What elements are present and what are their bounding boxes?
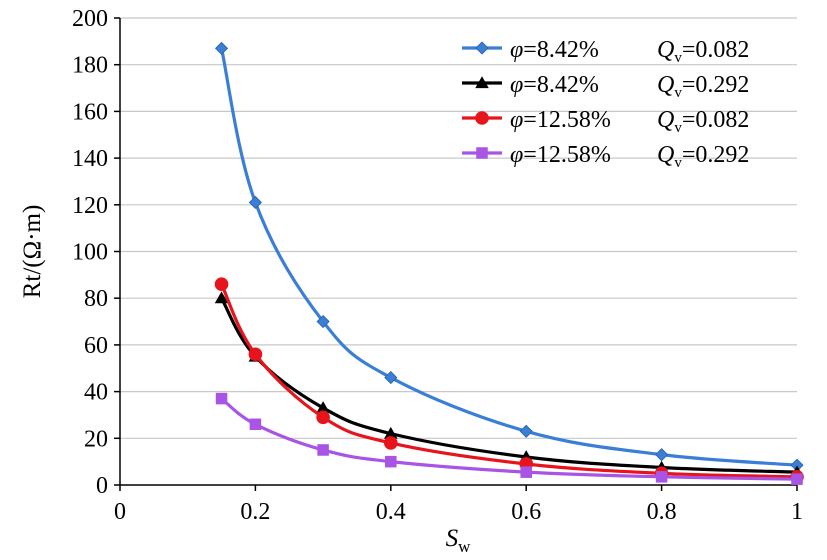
legend-marker xyxy=(475,41,489,55)
data-point-circle xyxy=(384,436,398,450)
legend-marker xyxy=(476,147,488,159)
legend-q-sub: v xyxy=(674,120,682,136)
gridlines xyxy=(120,17,797,439)
data-point-square xyxy=(249,418,262,431)
data-point-triangle xyxy=(316,401,330,414)
series-line xyxy=(220,283,798,479)
x-axis-title-sub: w xyxy=(458,537,471,555)
data-point-square xyxy=(317,444,329,456)
legend-q-sub: v xyxy=(674,50,682,66)
y-tick-label: 200 xyxy=(72,6,108,32)
series-1 xyxy=(214,41,804,472)
legend-item-3: φ=12.58% Qv=0.082 xyxy=(462,107,749,136)
legend-label-qv: Qv=0.082 xyxy=(657,107,749,136)
legend-q-sub: v xyxy=(674,155,682,171)
legend-phi-symbol: φ xyxy=(510,107,523,133)
data-point-circle xyxy=(316,410,330,425)
legend-label-qv: Qv=0.292 xyxy=(657,142,749,171)
x-tick-label: 0.4 xyxy=(376,499,406,525)
legend-q-value: =0.082 xyxy=(682,37,750,63)
data-point-square xyxy=(215,392,228,405)
data-point-circle xyxy=(214,277,229,291)
x-tick-label: 0 xyxy=(114,499,126,525)
data-point-triangle xyxy=(384,426,398,439)
y-tick-label: 100 xyxy=(72,240,108,266)
data-point-diamond xyxy=(214,41,229,55)
legend-item-1: φ=8.42% Qv=0.082 xyxy=(462,37,749,66)
y-tick-label: 180 xyxy=(72,53,108,79)
data-point-diamond xyxy=(655,448,669,462)
legend-phi-value: =8.42% xyxy=(523,37,599,63)
y-tick-label: 160 xyxy=(72,99,108,125)
legend-item-2: φ=8.42% Qv=0.292 xyxy=(462,72,749,101)
legend-item-4: φ=12.58% Qv=0.292 xyxy=(462,142,749,171)
legend-q-value: =0.292 xyxy=(682,142,750,168)
legend-q-symbol: Q xyxy=(657,37,674,63)
y-tick-label: 60 xyxy=(84,333,108,359)
y-tick-label: 40 xyxy=(84,380,108,406)
y-axis-title: Rt/(Ω·m) xyxy=(19,205,46,299)
data-point-diamond xyxy=(384,371,398,385)
legend-label-porosity: φ=8.42% xyxy=(510,37,599,63)
data-point-square xyxy=(385,455,397,468)
x-tick-label: 0.6 xyxy=(511,499,541,525)
legend-q-symbol: Q xyxy=(657,107,674,133)
legend-phi-symbol: φ xyxy=(510,72,523,98)
legend-label-qv: Qv=0.082 xyxy=(657,37,749,66)
legend-q-symbol: Q xyxy=(657,72,674,98)
data-point-square xyxy=(520,466,532,478)
y-tick-label: 120 xyxy=(72,193,108,219)
legend-marker xyxy=(475,111,489,125)
legend-marker xyxy=(475,76,489,89)
series-3 xyxy=(214,277,804,484)
y-tick-label: 80 xyxy=(84,286,108,312)
x-tick-label: 1 xyxy=(791,499,803,525)
legend-label-qv: Qv=0.292 xyxy=(657,72,749,101)
legend-label-porosity: φ=8.42% xyxy=(510,72,599,98)
series-4 xyxy=(215,392,803,485)
x-axis-title-main: S xyxy=(446,525,459,552)
series-2 xyxy=(214,291,804,478)
legend-phi-symbol: φ xyxy=(510,37,523,63)
data-point-circle xyxy=(248,347,263,362)
series-layer xyxy=(214,41,804,485)
legend-phi-symbol: φ xyxy=(510,142,523,168)
y-tick-label: 0 xyxy=(96,473,108,499)
data-point-diamond xyxy=(316,314,330,329)
data-point-square xyxy=(655,471,668,483)
y-tick-label: 20 xyxy=(84,426,108,452)
legend-q-symbol: Q xyxy=(657,142,674,168)
legend-label-porosity: φ=12.58% xyxy=(510,142,611,168)
data-point-square xyxy=(791,473,803,485)
y-tick-label: 140 xyxy=(72,146,108,172)
legend-q-value: =0.292 xyxy=(682,72,750,98)
axes: 0 20 40 60 80 100 120 140 160 180 200 0 0.2 0.4 0.6 0.8… xyxy=(19,6,803,556)
data-point-triangle xyxy=(214,291,229,304)
legend-label-porosity: φ=12.58% xyxy=(510,107,611,133)
data-point-diamond xyxy=(248,195,262,210)
data-point-diamond xyxy=(519,424,533,438)
legend-q-value: =0.082 xyxy=(682,107,750,133)
legend-phi-value: =8.42% xyxy=(523,72,599,98)
legend-phi-value: =12.58% xyxy=(523,107,611,133)
series-line xyxy=(220,397,798,481)
x-tick-label: 0.2 xyxy=(240,499,270,525)
x-tick-label: 0.8 xyxy=(647,499,677,525)
legend-phi-value: =12.58% xyxy=(523,142,611,168)
legend-q-sub: v xyxy=(674,85,682,101)
x-axis-title: Sw xyxy=(446,525,472,555)
